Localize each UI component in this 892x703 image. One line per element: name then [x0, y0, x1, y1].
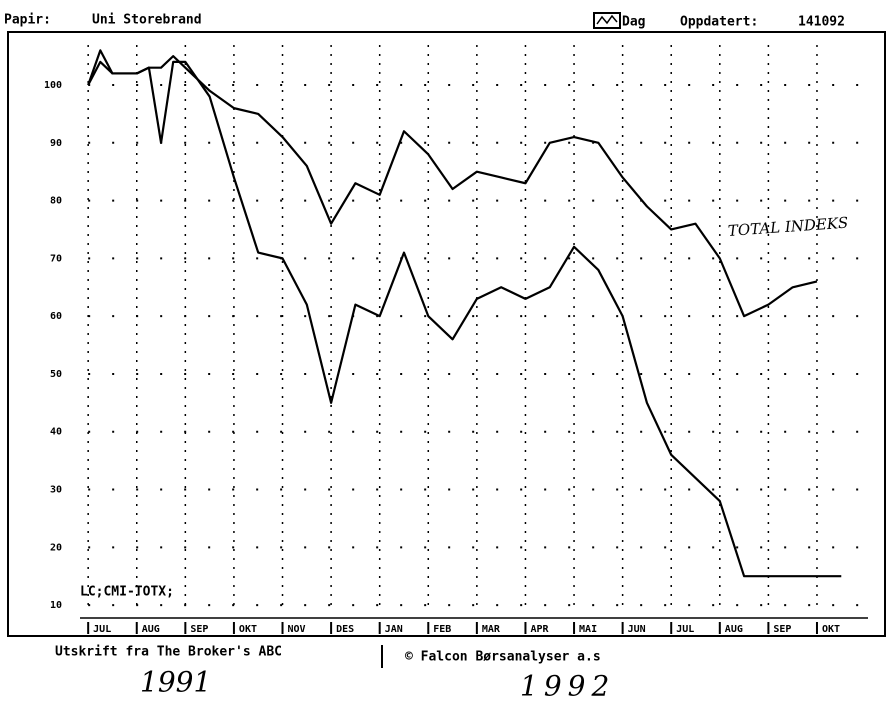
x-tick-label: DES	[336, 624, 354, 635]
footer-left: Utskrift fra The Broker's ABC	[55, 645, 282, 660]
y-tick-label: 100	[44, 80, 62, 91]
y-tick-label: 10	[50, 600, 62, 611]
x-tick-label: MAR	[482, 624, 501, 635]
year-label: 1992	[520, 670, 615, 703]
x-tick-label: AUG	[142, 624, 160, 635]
paper-name: Uni Storebrand	[92, 13, 202, 28]
y-tick-label: 20	[50, 542, 62, 553]
plot-frame	[7, 31, 886, 637]
y-tick-label: 90	[50, 138, 62, 149]
x-tick-label: NOV	[288, 624, 306, 635]
footer-right: © Falcon Børsanalyser a.s	[405, 650, 601, 665]
x-tick-label: JUL	[676, 624, 694, 635]
x-tick-label: FEB	[433, 624, 451, 635]
y-tick-label: 50	[50, 369, 62, 380]
series-line	[87, 55, 818, 318]
x-tick-label: JAN	[385, 624, 403, 635]
updated-label: Oppdatert:	[680, 15, 758, 30]
x-tick-label: MAI	[579, 624, 597, 635]
y-tick-label: 70	[50, 253, 62, 264]
paper-label: Papir:	[4, 13, 51, 28]
dag-icon-line	[596, 14, 618, 25]
x-tick-label: AUG	[725, 624, 743, 635]
x-tick-label: SEP	[773, 624, 791, 635]
y-tick-label: 80	[50, 196, 62, 207]
series-line	[87, 49, 842, 578]
x-tick-label: OKT	[822, 624, 840, 635]
year-label: 1991	[140, 666, 211, 699]
y-tick-label: 40	[50, 427, 62, 438]
updated-value: 141092	[798, 15, 845, 30]
dag-label: Dag	[622, 15, 645, 30]
dag-icon	[593, 12, 621, 29]
x-tick-label: JUL	[93, 624, 111, 635]
series-annotation: TOTAL INDEKS	[727, 214, 849, 240]
code-label: LC;CMI-TOTX;	[80, 585, 174, 600]
y-tick-label: 30	[50, 485, 62, 496]
x-tick-label: SEP	[190, 624, 208, 635]
x-tick-label: JUN	[628, 624, 646, 635]
y-tick-label: 60	[50, 311, 62, 322]
x-tick-label: OKT	[239, 624, 257, 635]
x-tick-label: APR	[530, 624, 549, 635]
